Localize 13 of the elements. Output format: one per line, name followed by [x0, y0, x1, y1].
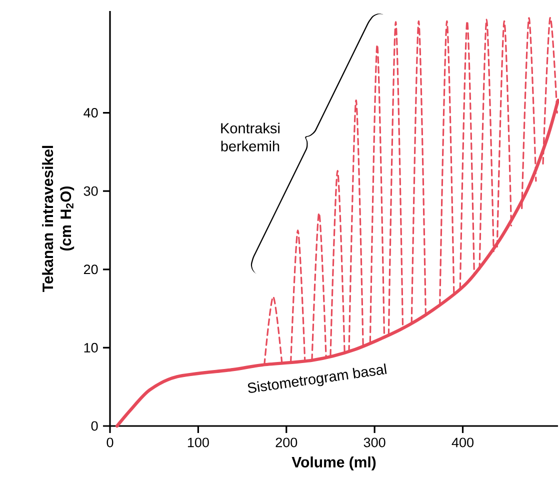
x-tick-label: 200	[276, 438, 298, 448]
x-tick-label: 100	[188, 438, 209, 448]
y-tick-label: 0	[91, 421, 98, 431]
annotation: Sistometrogram basal	[248, 363, 387, 393]
x-tick-label: 400	[452, 438, 474, 448]
x-axis-title: Volume (ml)	[292, 456, 376, 470]
y-tick-label: 10	[84, 342, 98, 352]
y-tick-label: 30	[84, 186, 98, 196]
y-tick-label: 20	[84, 264, 98, 274]
x-tick-label: 0	[106, 438, 114, 448]
y-tick-label: 40	[84, 108, 98, 118]
x-tick-label: 300	[364, 438, 386, 448]
annotation: Kontraksi berkemih	[221, 122, 280, 152]
